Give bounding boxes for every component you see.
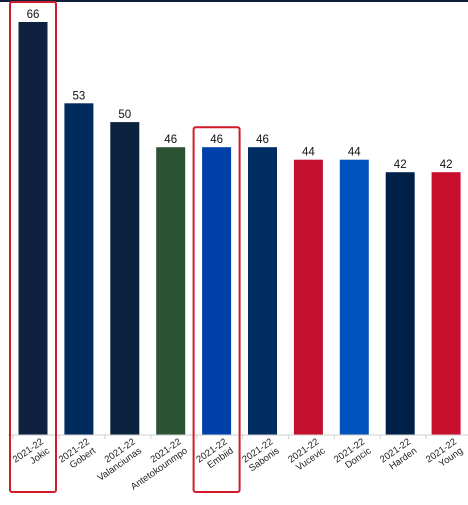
bars-group: [18, 22, 461, 436]
bar-antetokounmpo: [156, 147, 186, 435]
value-label-antetokounmpo: 46: [164, 134, 177, 146]
value-label-vucevic: 44: [302, 147, 315, 159]
value-labels-group: 66 53 50 46 46 46 44 44 42 42: [27, 9, 453, 171]
value-label-embiid: 46: [210, 134, 223, 146]
top-border: [0, 0, 468, 2]
value-label-harden: 42: [394, 159, 407, 171]
highlight-boxes-group: [9, 1, 241, 493]
bar-doncic: [339, 159, 369, 435]
bar-sabonis: [248, 147, 277, 435]
bar-vucevic: [293, 159, 323, 435]
bar-gobert: [64, 103, 94, 436]
bar-harden: [385, 172, 415, 435]
value-label-sabonis: 46: [256, 134, 269, 146]
bar-jokic: [18, 22, 48, 435]
bar-young: [431, 172, 461, 435]
value-label-valanciunas: 50: [118, 109, 131, 121]
bar-embiid: [202, 147, 232, 435]
value-label-gobert: 53: [73, 90, 86, 102]
highlight-box-embiid: [192, 126, 241, 493]
value-label-doncic: 44: [348, 147, 361, 159]
value-label-jokic: 66: [27, 9, 40, 21]
x-axis-ticks-group: [12, 435, 427, 439]
bar-valanciunas: [110, 122, 140, 435]
value-label-young: 42: [440, 159, 453, 171]
highlight-box-jokic: [9, 1, 57, 493]
